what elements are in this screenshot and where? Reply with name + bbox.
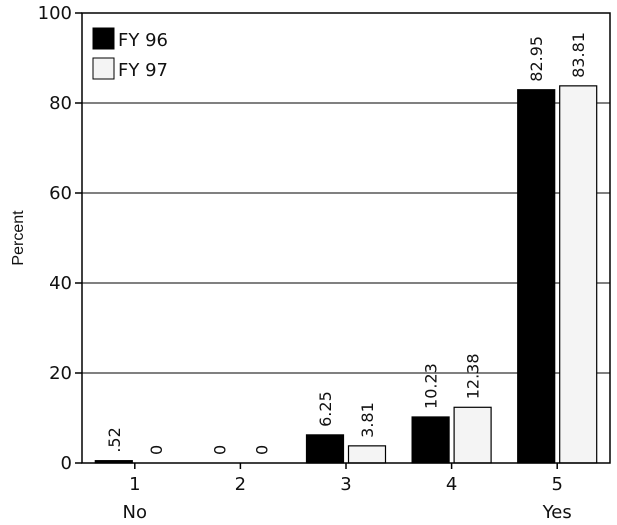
x-tick-label: 4: [446, 474, 457, 495]
bar-fy96-cat5: [517, 89, 556, 464]
y-tick-label: 80: [49, 93, 72, 114]
data-label: 0: [252, 445, 271, 455]
bar-fy97-cat4: [453, 406, 492, 464]
y-axis-title: Percent: [10, 210, 27, 266]
y-tick-label: 40: [49, 273, 72, 294]
data-label: 0: [210, 445, 229, 455]
data-label: 12.38: [464, 353, 483, 399]
bar-fy96-cat4: [411, 416, 450, 464]
x-tick-label: 5: [551, 474, 562, 495]
data-label: 83.81: [569, 32, 588, 78]
bars: [94, 85, 598, 464]
x-axis-ticks: 1 No 2 3 4 5 Yes: [123, 463, 572, 523]
data-labels: .52 0 0 0 6.25 3.81 10.23 12.38 82.95 83.81: [105, 32, 588, 455]
data-label: 0: [147, 445, 166, 455]
bar-fy97-cat5: [559, 85, 598, 464]
x-tick-label: 2: [235, 474, 246, 495]
legend-swatch-fy97: [92, 57, 115, 80]
legend-label-fy96: FY 96: [118, 30, 168, 51]
data-label: 10.23: [422, 363, 441, 409]
data-label: 82.95: [527, 36, 546, 82]
legend-swatch-fy96: [92, 27, 115, 50]
bar-fy97-cat3: [347, 445, 387, 464]
y-tick-label: 60: [49, 183, 72, 204]
x-tick-sublabel: Yes: [542, 502, 572, 523]
x-tick-sublabel: No: [123, 502, 147, 523]
legend: FY 96 FY 97: [92, 27, 168, 81]
data-label: .52: [105, 427, 124, 452]
y-tick-label: 20: [49, 363, 72, 384]
y-axis-ticks: 0 20 40 60 80 100: [38, 3, 82, 474]
x-tick-label: 1: [129, 474, 140, 495]
y-tick-label: 100: [38, 3, 72, 24]
y-tick-label: 0: [61, 453, 72, 474]
x-tick-label: 3: [340, 474, 351, 495]
bar-fy96-cat3: [305, 434, 345, 464]
data-label: 6.25: [316, 391, 335, 427]
legend-label-fy97: FY 97: [118, 60, 168, 81]
data-label: 3.81: [358, 402, 377, 438]
